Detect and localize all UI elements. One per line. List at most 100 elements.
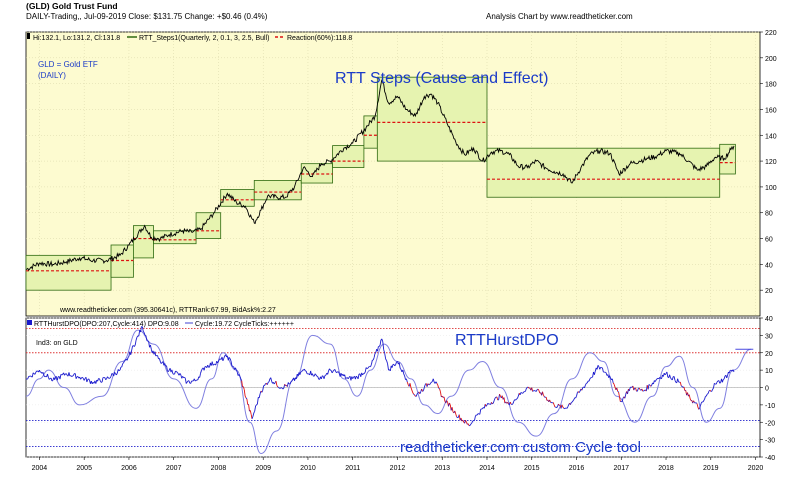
price-tick-label: 200 <box>765 56 777 63</box>
dpo-segment <box>262 385 265 391</box>
dpo-segment <box>695 402 698 404</box>
cycle-line <box>25 329 752 455</box>
dpo-segment <box>470 422 473 425</box>
dpo-segment <box>427 383 430 386</box>
x-tick-label: 2018 <box>658 465 674 472</box>
dpo-segment <box>674 380 677 383</box>
dpo-segment <box>386 360 388 364</box>
dpo-segment <box>446 400 449 403</box>
dpo-segment <box>656 377 659 380</box>
dpo-segment <box>219 358 221 360</box>
dpo-segment <box>699 403 702 406</box>
dpo-segment <box>197 376 200 381</box>
dpo-segment <box>659 377 661 379</box>
price-tick-label: 220 <box>765 30 777 37</box>
dpo-segment <box>107 376 109 379</box>
x-tick-label: 2011 <box>345 465 360 472</box>
x-tick-label: 2005 <box>76 465 92 472</box>
dpo-segment <box>141 326 144 332</box>
dpo-segment <box>648 384 651 386</box>
dpo-segment <box>382 341 385 350</box>
dpo-segment <box>82 377 84 379</box>
dpo-segment <box>413 393 415 396</box>
dpo-segment <box>512 401 515 404</box>
dpo-segment <box>218 359 220 362</box>
dpo-segment <box>702 400 705 403</box>
dpo-segment <box>241 380 243 388</box>
dpo-segment <box>138 330 141 337</box>
dpo-segment <box>562 406 564 409</box>
step-box <box>486 147 721 198</box>
dpo-segment <box>258 393 261 398</box>
x-tick-label: 2015 <box>524 465 540 472</box>
dpo-segment <box>230 360 233 366</box>
dpo-segment <box>231 365 234 367</box>
price-tick-label: 120 <box>765 159 777 166</box>
dpo-segment <box>190 380 193 384</box>
dpo-segment <box>160 362 163 364</box>
dpo-segment <box>362 373 364 376</box>
dpo-segment <box>415 393 418 397</box>
dpo-segment <box>176 371 178 373</box>
dpo-segment <box>327 370 329 375</box>
dpo-segment <box>718 380 721 384</box>
dpo-segment <box>537 388 540 391</box>
dpo-segment <box>248 404 250 412</box>
x-axis: 2004 2005 2006 2007 2008 2009 2010 2011 2012 2013… <box>32 457 763 472</box>
dpo-segment <box>223 355 226 359</box>
dpo-segment <box>542 391 544 396</box>
dpo-segment <box>291 379 294 382</box>
dpo-segment <box>124 359 126 362</box>
x-tick-label: 2007 <box>166 465 182 472</box>
dpo-segment <box>267 381 270 383</box>
price-tick-label: 180 <box>765 82 777 89</box>
dpo-segment <box>575 395 577 399</box>
dpo-segment <box>344 374 346 379</box>
dpo-segment <box>184 378 187 384</box>
dpo-segment <box>174 371 176 375</box>
dpo-segment <box>467 423 470 426</box>
dpo-segment <box>713 383 715 389</box>
dpo-segment <box>354 375 357 380</box>
dpo-segment <box>108 377 110 379</box>
dpo-segment <box>673 376 676 381</box>
dpo-segment <box>411 389 414 393</box>
dpo-segment <box>409 383 412 388</box>
dpo-segment <box>719 382 721 384</box>
dpo-segment <box>654 379 657 382</box>
dpo-segment <box>465 420 467 423</box>
dpo-segment <box>437 384 440 389</box>
dpo-segment <box>727 371 729 376</box>
dpo-segment <box>48 378 51 380</box>
dpo-segment <box>451 407 454 412</box>
dpo-segment <box>329 368 331 371</box>
dpo-tick-label: 0 <box>765 386 769 393</box>
dpo-segment <box>50 377 53 382</box>
step-box <box>300 163 333 184</box>
dpo-segment <box>399 367 402 370</box>
dpo-segment <box>355 375 358 378</box>
dpo-segment <box>256 403 258 406</box>
dpo-segment <box>611 378 614 383</box>
dpo-segment <box>430 382 432 384</box>
dpo-segment <box>290 380 293 383</box>
dpo-segment <box>184 377 186 379</box>
dpo-segment <box>439 388 441 392</box>
dpo-segment <box>289 381 292 385</box>
x-tick-label: 2010 <box>300 465 316 472</box>
dpo-segment <box>121 363 124 368</box>
dpo-segment <box>487 402 490 405</box>
dpo-segment <box>712 387 714 390</box>
dpo-segment <box>683 386 686 391</box>
dpo-segment <box>469 423 472 426</box>
dpo-segment <box>613 384 616 388</box>
dpo-segment <box>535 389 538 392</box>
dpo-segment <box>367 366 370 369</box>
dpo-segment <box>520 392 523 394</box>
dpo-segment <box>303 368 306 372</box>
dpo-segment <box>619 396 621 402</box>
dpo-segment <box>352 376 355 379</box>
dpo-segment <box>705 393 708 397</box>
dpo-segment <box>279 387 282 389</box>
dpo-segment <box>728 370 731 374</box>
